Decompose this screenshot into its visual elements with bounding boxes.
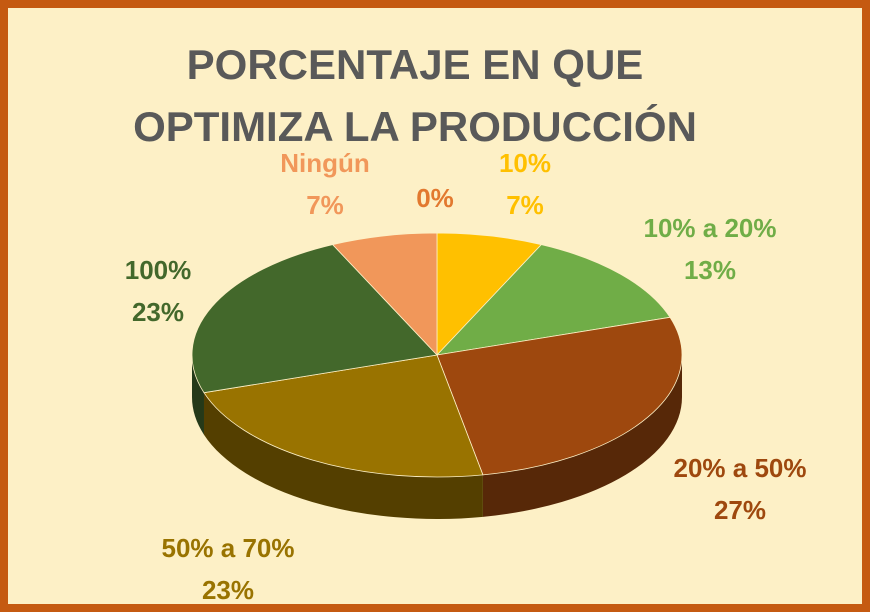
data-label-category: 10% [499, 148, 551, 178]
pie-slice [191, 244, 438, 394]
pie-slice [436, 316, 683, 476]
data-label-category: Ningún [280, 148, 370, 178]
data-label-category: 20% a 50% [674, 453, 807, 483]
pie-tops [191, 232, 683, 478]
pie-slice [435, 244, 671, 356]
data-label-value: 27% [714, 495, 766, 525]
pie-slice [203, 354, 484, 478]
data-label-value: 13% [684, 255, 736, 285]
data-label-value: 23% [132, 297, 184, 327]
pie-slice [436, 232, 543, 357]
data-label-value: 7% [506, 190, 544, 220]
data-label-value: 23% [202, 575, 254, 605]
pie-wall [203, 392, 483, 519]
pie-slice [331, 232, 438, 357]
data-label-value: 0% [416, 183, 454, 213]
data-label-category: 100% [125, 255, 192, 285]
data-label-category: 50% a 70% [162, 533, 295, 563]
pie-wall [482, 355, 682, 517]
data-label-category: 10% a 20% [644, 213, 777, 243]
data-label-value: 7% [306, 190, 344, 220]
chart-title: PORCENTAJE EN QUE OPTIMIZA LA PRODUCCIÓN [133, 41, 697, 150]
